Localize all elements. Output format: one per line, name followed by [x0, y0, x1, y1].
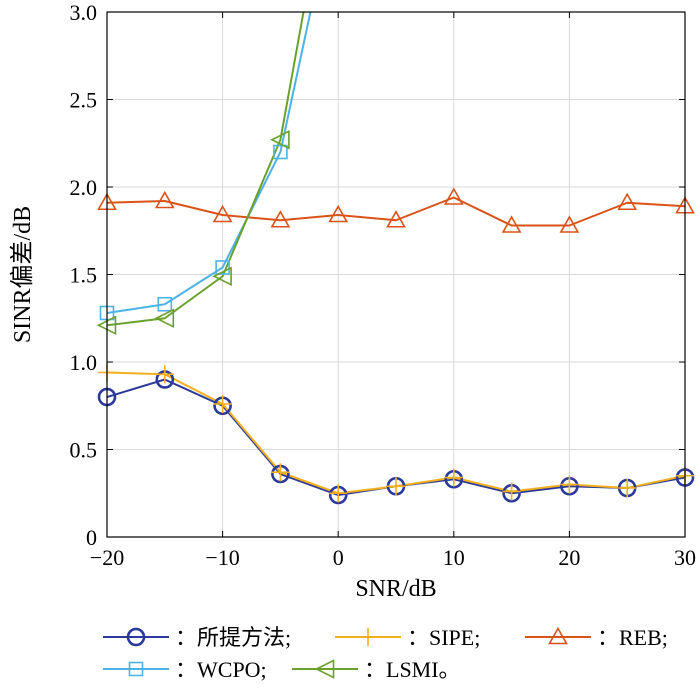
data-point-marker [560, 475, 579, 494]
x-tick-label: −10 [205, 545, 239, 570]
data-point-marker [329, 484, 348, 503]
legend-item: ：LSMI。 [292, 657, 461, 682]
data-point-marker [126, 627, 146, 647]
data-point-marker [444, 468, 463, 487]
x-axis-title: SNR/dB [355, 576, 436, 602]
data-point-marker [443, 187, 464, 205]
data-point-marker [502, 482, 521, 501]
data-point-marker [213, 395, 232, 413]
data-point-marker [617, 192, 638, 211]
series-line [107, 371, 685, 495]
ticks [106, 11, 686, 538]
data-point-marker [314, 659, 335, 679]
legend-label: ：所提方法; [175, 625, 291, 650]
series-line [107, 12, 312, 314]
x-tick-label: 20 [558, 545, 580, 570]
series-line [107, 196, 685, 227]
y-tick-label: 0 [86, 525, 97, 550]
data-point-marker [212, 204, 233, 223]
data-point-marker [270, 210, 291, 228]
data-point-marker [618, 479, 637, 497]
data-point-marker [559, 215, 580, 233]
y-tick-label: 2.0 [70, 175, 98, 200]
data-point-marker [387, 477, 405, 496]
data-point-marker [271, 463, 290, 482]
y-tick-label: 0.5 [70, 438, 98, 463]
data-point-marker [548, 626, 568, 645]
data-point-marker [154, 190, 175, 209]
data-point-marker [328, 204, 349, 223]
y-tick-label: 1.0 [70, 350, 98, 375]
y-tick-label: 1.5 [70, 263, 98, 288]
grid [106, 11, 686, 538]
y-axis-title: SINR偏差/dB [9, 206, 36, 343]
x-tick-label: 10 [443, 545, 465, 570]
data-point-marker [273, 144, 288, 160]
legend-label: ：SIPE; [407, 625, 480, 650]
data-point-marker [359, 628, 377, 646]
legend-item: ：WCPO; [103, 657, 267, 682]
data-point-marker [386, 210, 406, 228]
data-point-marker [501, 215, 522, 233]
data-point-marker [215, 260, 230, 275]
series-lines [107, 12, 685, 496]
data-point-marker [212, 266, 232, 287]
data-point-marker [128, 661, 144, 677]
data-point-marker [270, 129, 290, 150]
data-point-marker [157, 296, 173, 312]
legend-item: ：SIPE; [335, 625, 480, 650]
series-line [107, 12, 305, 327]
legend-label: ：REB; [597, 625, 668, 650]
x-tick-label: −20 [90, 545, 124, 570]
data-point-marker [155, 365, 174, 384]
data-point-marker [154, 308, 175, 329]
x-tick-label: 30 [674, 545, 696, 570]
legend-item: ：所提方法; [103, 625, 291, 650]
legend: ：所提方法; ：SIPE; ：REB; ：WCPO; ：LSMI。 [103, 625, 668, 682]
x-tick-label: 0 [333, 545, 344, 570]
legend-label: ：LSMI。 [364, 657, 461, 682]
legend-label: ：WCPO; [175, 657, 267, 682]
tick-labels: −20 −10 0 10 20 30 0 0.5 1.0 1.5 2.0 2.5 3.0 [70, 0, 697, 570]
legend-item: ：REB; [525, 625, 668, 650]
y-tick-label: 2.5 [70, 88, 98, 113]
y-tick-label: 3.0 [70, 0, 98, 25]
